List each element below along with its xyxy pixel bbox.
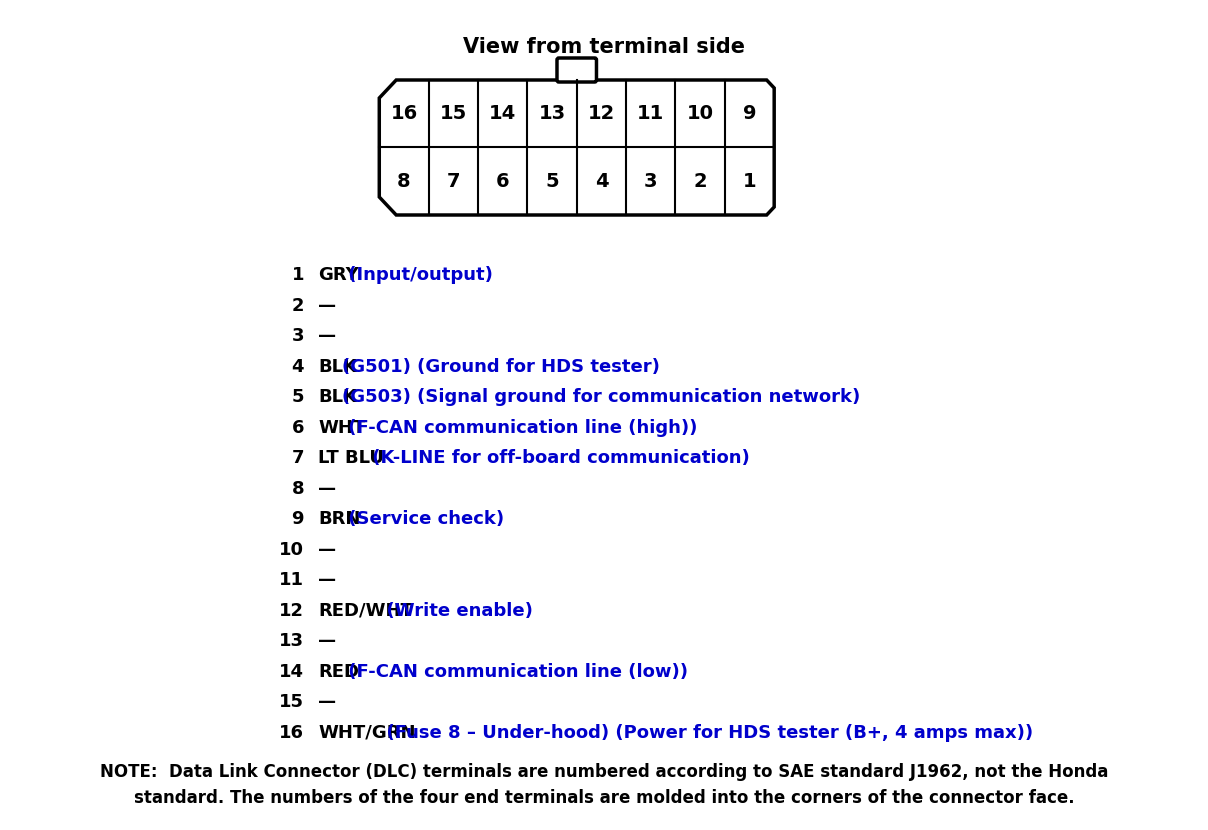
- Text: 15: 15: [440, 105, 467, 123]
- Text: BLK: BLK: [318, 388, 358, 406]
- Text: BRN: BRN: [318, 510, 360, 528]
- Text: 4: 4: [594, 172, 608, 191]
- Text: 11: 11: [637, 105, 664, 123]
- Text: —: —: [318, 632, 336, 650]
- Text: (Fuse 8 – Under-hood) (Power for HDS tester (B+, 4 amps max)): (Fuse 8 – Under-hood) (Power for HDS tes…: [374, 724, 1033, 741]
- Text: (Write enable): (Write enable): [374, 602, 533, 619]
- Text: 14: 14: [489, 105, 516, 123]
- Text: 1: 1: [291, 266, 304, 284]
- Text: View from terminal side: View from terminal side: [463, 37, 745, 57]
- Polygon shape: [379, 80, 774, 215]
- Text: (F-CAN communication line (high)): (F-CAN communication line (high)): [342, 418, 697, 437]
- FancyBboxPatch shape: [557, 58, 597, 82]
- Text: RED/WHT: RED/WHT: [318, 602, 413, 619]
- Text: —: —: [318, 480, 336, 497]
- Text: 10: 10: [279, 540, 304, 559]
- Text: 5: 5: [545, 172, 559, 191]
- Text: 12: 12: [279, 602, 304, 619]
- Text: 2: 2: [291, 296, 304, 315]
- Text: 8: 8: [291, 480, 304, 497]
- Text: GRY: GRY: [318, 266, 359, 284]
- Text: 6: 6: [291, 418, 304, 437]
- Text: 14: 14: [279, 662, 304, 681]
- Text: 16: 16: [279, 724, 304, 741]
- Text: —: —: [318, 693, 336, 711]
- Text: —: —: [318, 327, 336, 345]
- Text: 9: 9: [743, 105, 756, 123]
- Text: (Input/output): (Input/output): [342, 266, 493, 284]
- Text: —: —: [318, 540, 336, 559]
- Text: 3: 3: [291, 327, 304, 345]
- Text: 3: 3: [644, 172, 657, 191]
- Text: (G503) (Signal ground for communication network): (G503) (Signal ground for communication …: [342, 388, 860, 406]
- Text: 9: 9: [291, 510, 304, 528]
- Text: 7: 7: [447, 172, 460, 191]
- Text: (G501) (Ground for HDS tester): (G501) (Ground for HDS tester): [342, 358, 660, 375]
- Text: 13: 13: [539, 105, 565, 123]
- Text: WHT: WHT: [318, 418, 365, 437]
- Text: NOTE:  Data Link Connector (DLC) terminals are numbered according to SAE standar: NOTE: Data Link Connector (DLC) terminal…: [100, 763, 1108, 781]
- Text: 16: 16: [390, 105, 418, 123]
- Text: LT BLU: LT BLU: [318, 449, 384, 467]
- Text: 1: 1: [743, 172, 756, 191]
- Text: 7: 7: [291, 449, 304, 467]
- Text: 10: 10: [686, 105, 714, 123]
- Text: —: —: [318, 571, 336, 589]
- Text: 11: 11: [279, 571, 304, 589]
- Text: 4: 4: [291, 358, 304, 375]
- Text: standard. The numbers of the four end terminals are molded into the corners of t: standard. The numbers of the four end te…: [134, 789, 1074, 807]
- Text: 6: 6: [495, 172, 510, 191]
- Text: —: —: [318, 296, 336, 315]
- Text: RED: RED: [318, 662, 359, 681]
- Text: (F-CAN communication line (low)): (F-CAN communication line (low)): [342, 662, 689, 681]
- Text: (Service check): (Service check): [342, 510, 504, 528]
- Text: 15: 15: [279, 693, 304, 711]
- Text: 12: 12: [588, 105, 615, 123]
- Text: BLK: BLK: [318, 358, 358, 375]
- Text: 2: 2: [693, 172, 707, 191]
- Text: 8: 8: [397, 172, 411, 191]
- Text: 13: 13: [279, 632, 304, 650]
- Text: WHT/GRN: WHT/GRN: [318, 724, 416, 741]
- Text: 5: 5: [291, 388, 304, 406]
- Text: (K-LINE for off-board communication): (K-LINE for off-board communication): [366, 449, 750, 467]
